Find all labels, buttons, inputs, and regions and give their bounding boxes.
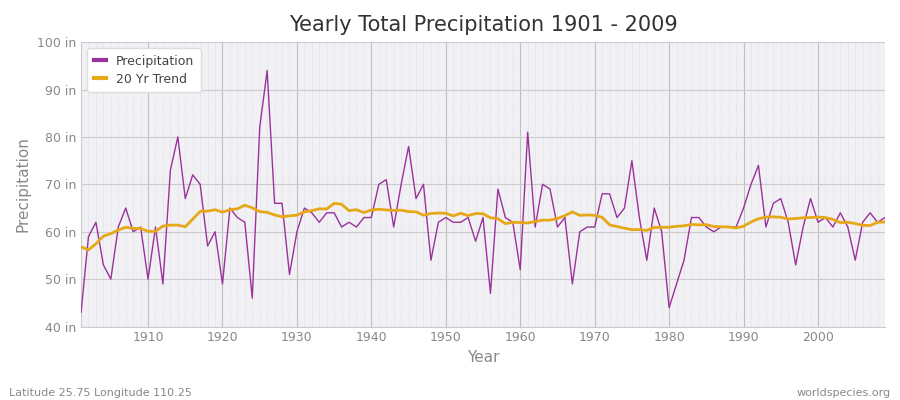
Text: worldspecies.org: worldspecies.org — [796, 388, 891, 398]
Line: 20 Yr Trend: 20 Yr Trend — [81, 203, 885, 250]
Precipitation — [612, 215, 623, 220]
20 Yr Trend — [522, 220, 533, 225]
Line: Precipitation: Precipitation — [81, 70, 885, 312]
Precipitation — [262, 68, 273, 73]
20 Yr Trend — [530, 219, 541, 224]
Y-axis label: Precipitation: Precipitation — [15, 136, 30, 232]
Precipitation — [306, 210, 317, 215]
20 Yr Trend — [76, 244, 86, 249]
Title: Yearly Total Precipitation 1901 - 2009: Yearly Total Precipitation 1901 - 2009 — [289, 15, 678, 35]
Precipitation — [879, 215, 890, 220]
20 Yr Trend — [306, 208, 317, 213]
Precipitation — [135, 225, 146, 230]
Text: Latitude 25.75 Longitude 110.25: Latitude 25.75 Longitude 110.25 — [9, 388, 192, 398]
20 Yr Trend — [879, 220, 890, 224]
20 Yr Trend — [83, 248, 94, 252]
20 Yr Trend — [619, 226, 630, 231]
20 Yr Trend — [143, 229, 154, 234]
20 Yr Trend — [328, 201, 339, 206]
20 Yr Trend — [358, 210, 369, 215]
Precipitation — [351, 225, 362, 230]
Legend: Precipitation, 20 Yr Trend: Precipitation, 20 Yr Trend — [87, 48, 201, 92]
X-axis label: Year: Year — [467, 350, 500, 365]
Precipitation — [76, 310, 86, 315]
Precipitation — [515, 267, 526, 272]
Precipitation — [522, 130, 533, 134]
